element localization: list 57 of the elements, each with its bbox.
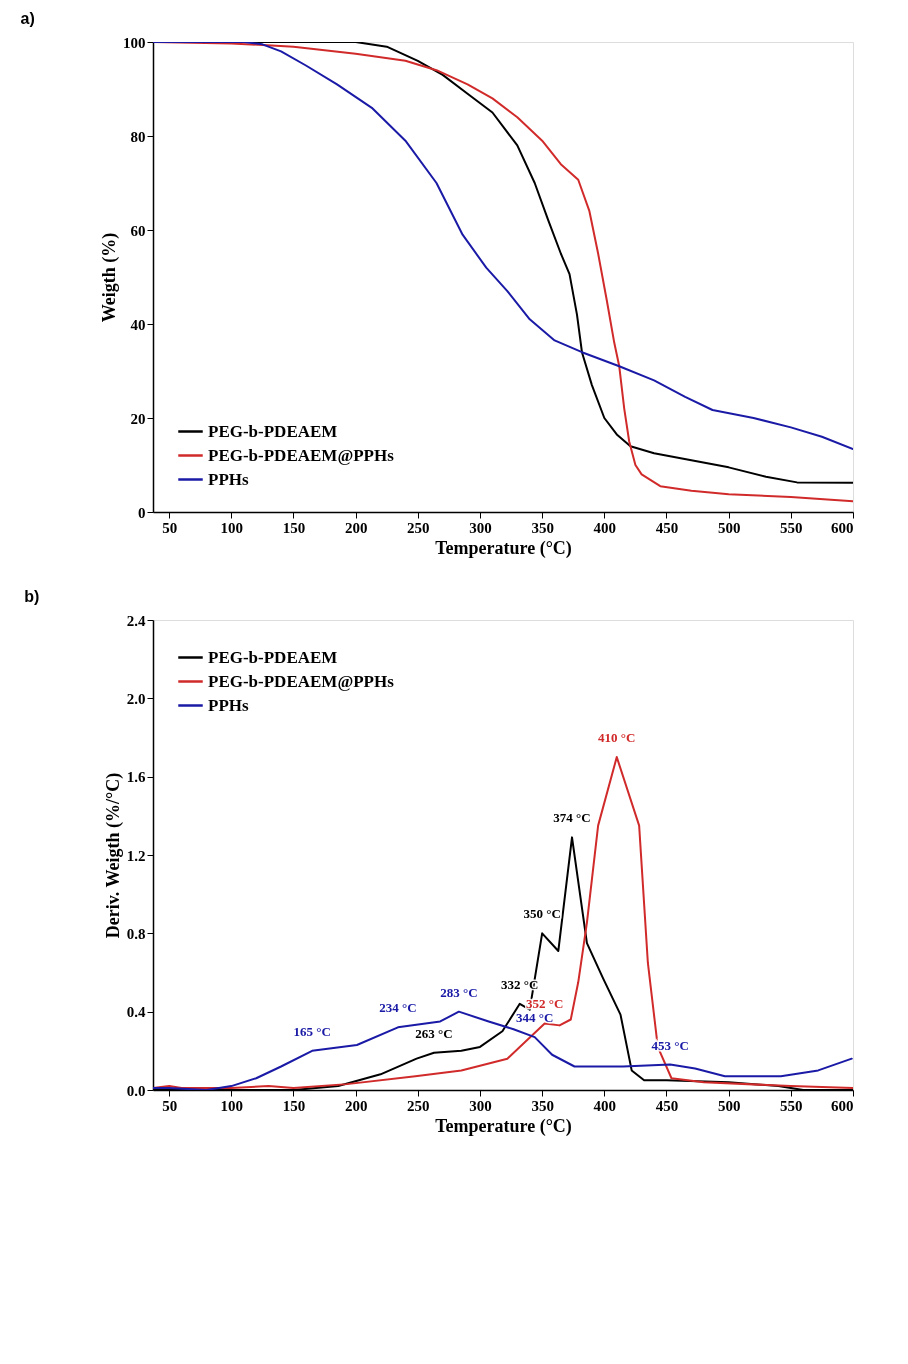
x-tick-label: 250 — [407, 519, 430, 536]
y-tick-label: 0.4 — [126, 1004, 146, 1021]
x-tick-label: 600 — [831, 1097, 854, 1114]
y-tick-label: 0.0 — [126, 1082, 146, 1099]
annotation: 263 °C — [415, 1025, 453, 1041]
x-tick-label: 150 — [282, 1097, 306, 1114]
x-tick-label: 600 — [831, 519, 854, 536]
x-tick-label: 350 — [531, 1097, 554, 1114]
y-tick-label: 2.4 — [126, 612, 146, 629]
legend-label: PEG-b-PDEAEM@PPHs — [208, 671, 395, 691]
annotation: 374 °C — [553, 810, 591, 826]
annotation: 165 °C — [293, 1023, 331, 1039]
x-tick-label: 400 — [593, 519, 617, 536]
y-tick-label: 100 — [123, 34, 146, 51]
y-axis-title: Weigth (%) — [99, 232, 120, 323]
y-tick-label: 2.0 — [126, 690, 146, 707]
x-tick-label: 450 — [655, 1097, 679, 1114]
x-tick-label: 100 — [220, 1097, 244, 1114]
chart-title: b) — [24, 588, 40, 605]
annotation: 410 °C — [598, 730, 636, 746]
y-tick-label: 0 — [138, 504, 146, 521]
legend-label: PPHs — [208, 469, 249, 489]
x-tick-label: 50 — [162, 519, 178, 536]
legend-label: PPHs — [208, 695, 249, 715]
x-tick-label: 150 — [282, 519, 306, 536]
y-tick-label: 0.8 — [126, 925, 146, 942]
y-tick-label: 1.2 — [126, 847, 146, 864]
annotation: 283 °C — [440, 984, 478, 1000]
x-tick-label: 550 — [780, 1097, 803, 1114]
x-tick-label: 500 — [717, 1097, 741, 1114]
x-tick-label: 500 — [717, 519, 741, 536]
x-tick-label: 350 — [531, 519, 554, 536]
annotation: 234 °C — [379, 1000, 417, 1016]
x-axis-title: Temperature (°C) — [435, 1115, 572, 1137]
x-tick-label: 300 — [469, 1097, 492, 1114]
x-tick-label: 300 — [469, 519, 492, 536]
x-tick-label: 450 — [655, 519, 679, 536]
y-tick-label: 60 — [130, 222, 146, 239]
chart-title: a) — [20, 10, 35, 27]
x-tick-label: 200 — [344, 519, 368, 536]
legend-label: PEG-b-PDEAEM@PPHs — [208, 445, 395, 465]
y-tick-label: 20 — [130, 410, 146, 427]
x-axis-title: Temperature (°C) — [435, 537, 572, 559]
y-tick-label: 80 — [130, 128, 146, 145]
annotation: 344 °C — [516, 1010, 554, 1026]
x-tick-label: 200 — [344, 1097, 368, 1114]
x-tick-label: 100 — [220, 519, 244, 536]
x-tick-label: 50 — [162, 1097, 178, 1114]
annotation: 350 °C — [523, 906, 561, 922]
legend-label: PEG-b-PDEAEM — [208, 647, 338, 667]
y-tick-label: 40 — [130, 316, 146, 333]
x-tick-label: 550 — [780, 519, 803, 536]
x-tick-label: 400 — [593, 1097, 617, 1114]
legend-label: PEG-b-PDEAEM — [208, 421, 338, 441]
y-axis-title: Deriv. Weigth (%/°C) — [102, 772, 124, 939]
x-tick-label: 250 — [407, 1097, 430, 1114]
y-tick-label: 1.6 — [126, 769, 146, 786]
